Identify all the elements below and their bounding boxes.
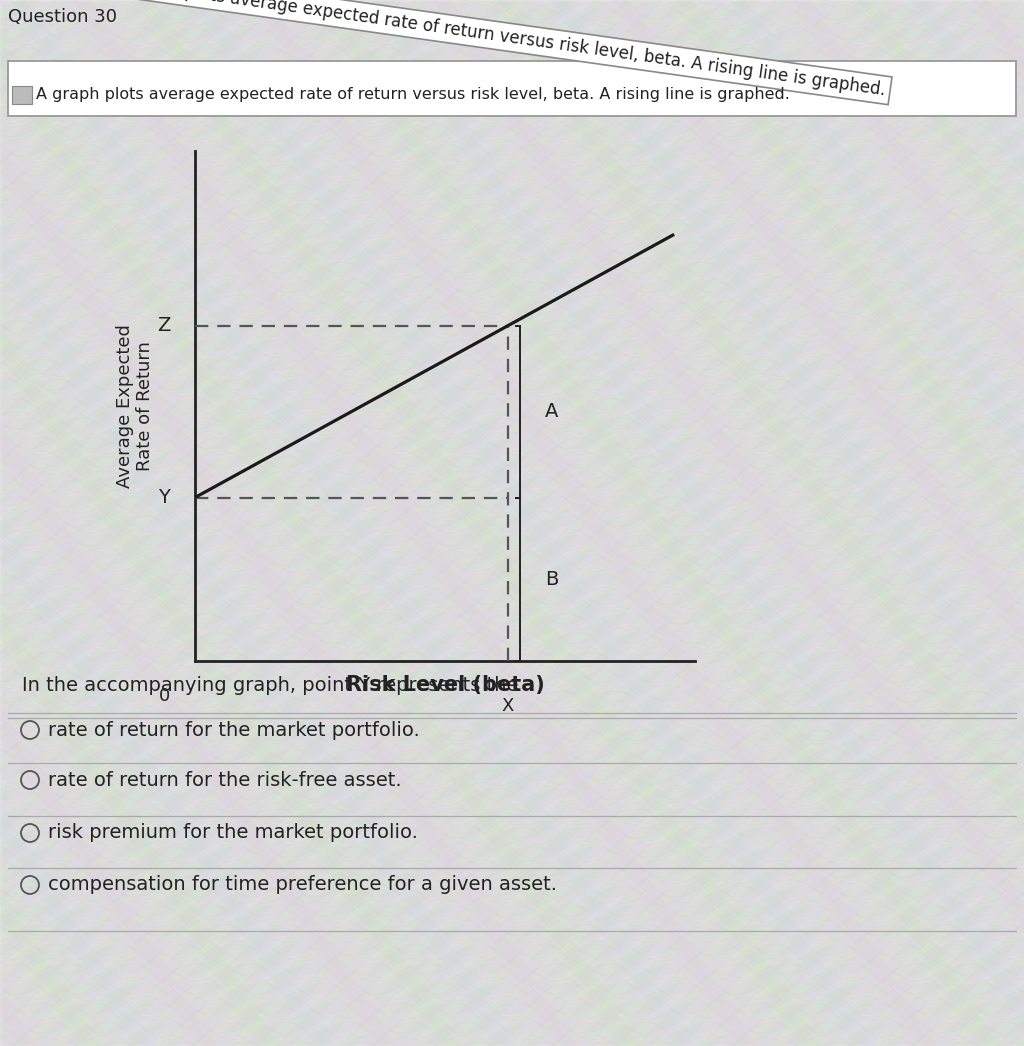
FancyBboxPatch shape (8, 61, 1016, 116)
Text: A graph plots average expected rate of return versus risk level, beta. A rising : A graph plots average expected rate of r… (114, 0, 887, 99)
Text: Y: Y (158, 488, 170, 507)
FancyBboxPatch shape (12, 86, 32, 104)
Text: rate of return for the risk-free asset.: rate of return for the risk-free asset. (48, 771, 401, 790)
Text: risk premium for the market portfolio.: risk premium for the market portfolio. (48, 823, 418, 842)
Text: rate of return for the market portfolio.: rate of return for the market portfolio. (48, 721, 420, 740)
Text: Question 30: Question 30 (8, 8, 117, 26)
X-axis label: Risk Level (beta): Risk Level (beta) (346, 675, 545, 695)
Text: 0: 0 (159, 687, 170, 705)
Text: Average Expected
Rate of Return: Average Expected Rate of Return (116, 324, 155, 487)
Text: X: X (502, 697, 514, 715)
Text: compensation for time preference for a given asset.: compensation for time preference for a g… (48, 876, 557, 894)
Text: Z: Z (157, 316, 170, 336)
Text: In the accompanying graph, point Y represents the: In the accompanying graph, point Y repre… (22, 676, 518, 695)
Text: B: B (545, 570, 558, 589)
Text: A graph plots average expected rate of return versus risk level, beta. A rising : A graph plots average expected rate of r… (36, 88, 790, 103)
Text: A: A (545, 403, 558, 422)
